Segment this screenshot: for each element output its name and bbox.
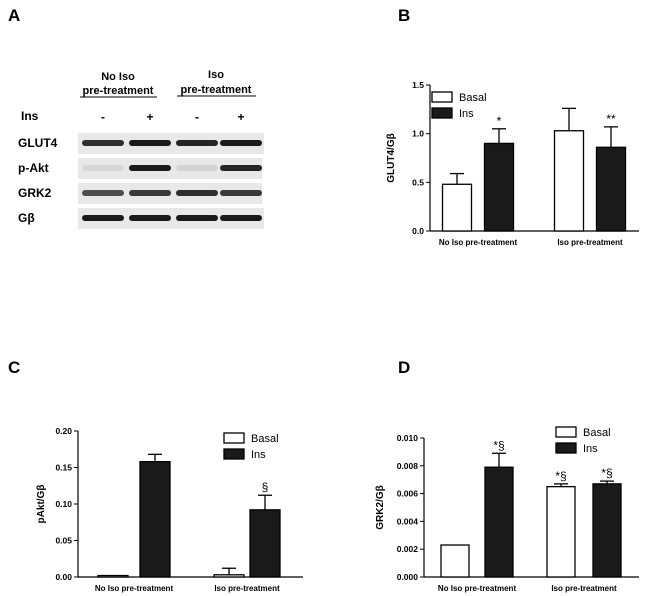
blot-membrane-strip [78,208,264,229]
y-tick-label: 1.0 [412,129,424,139]
bar-ins [484,466,514,578]
x-category-label: Iso pre-treatment [557,238,623,247]
y-tick-label: 0.010 [397,433,419,443]
blot-band [176,165,218,171]
y-axis-label: GLUT4/Gβ [386,133,397,182]
blot-lane-sign: - [195,110,199,124]
blot-band [129,140,171,146]
blot-band [129,190,171,196]
blot-band [220,190,262,196]
blot-band [220,140,262,146]
blot-lane-sign: - [101,110,105,124]
bar-basal [546,486,576,578]
x-category-label: No Iso pre-treatment [95,584,174,593]
bar-ins [139,461,171,578]
blot-group-right-line1: Iso [208,69,224,81]
significance-annotation: *§ [555,469,566,483]
y-tick-label: 0.15 [55,463,72,473]
y-tick-label: 0.002 [397,544,419,554]
legend-swatch-ins [431,107,453,119]
y-tick-label: 0.5 [412,177,424,187]
blot-treatment-label: Ins [21,109,39,123]
x-category-label: No Iso pre-treatment [438,584,517,593]
blot-band [82,190,124,196]
legend-swatch-basal [555,426,577,438]
bar-ins [592,483,622,578]
blot-band [176,140,218,146]
blot-band [82,140,124,146]
x-category-label: Iso pre-treatment [551,584,617,593]
bar-basal [97,574,129,578]
y-tick-label: 1.5 [412,80,424,90]
bar-ins [483,142,515,232]
pakt-bar-chart: 0.00 0.05 0.10 0.15 0.20 pAkt/Gβ No Iso pre-tr… [36,426,303,593]
blot-band [82,165,124,171]
significance-annotation: * [497,114,502,128]
y-tick-label: 0.000 [397,572,419,582]
y-axis-label: GRK2/Gβ [375,485,386,529]
panel-letter-d: D [398,358,411,377]
blot-group-right-line2: pre-treatment [181,84,252,96]
blot-row-label: p-Akt [18,161,49,175]
legend-label-basal: Basal [583,427,611,439]
blot-band [220,165,262,171]
y-tick-label: 0.0 [412,226,424,236]
significance-annotation: *§ [601,466,612,480]
legend-label-ins: Ins [583,443,598,455]
x-category-label: No Iso pre-treatment [439,238,518,247]
western-blot-figure: No Iso pre-treatment Iso pre-treatment Ins - +… [18,69,264,229]
glut4-bar-chart: 0.0 0.5 1.0 1.5 GLUT4/Gβ No Iso pre-treatment… [386,80,639,247]
blot-membrane-strip [78,133,264,154]
legend-swatch-basal [223,432,245,444]
bar-basal [440,544,470,578]
significance-annotation: ** [606,112,616,126]
blot-lane-sign: + [237,110,244,124]
blot-band [220,215,262,221]
legend-swatch-ins [223,448,245,460]
significance-annotation: § [262,480,269,494]
blot-band [129,215,171,221]
blot-group-left-line2: pre-treatment [83,85,154,97]
grk2-bar-chart: 0.000 0.002 0.004 0.006 0.008 0.010 GRK2/Gβ No … [375,426,639,593]
legend-label-ins: Ins [251,449,266,461]
bar-ins [249,509,281,578]
blot-band [82,215,124,221]
y-tick-label: 0.00 [55,572,72,582]
y-tick-label: 0.05 [55,536,72,546]
panel-letter-b: B [398,6,411,25]
blot-band [176,215,218,221]
x-category-label: Iso pre-treatment [214,584,280,593]
bar-basal [213,574,245,578]
blot-row-label: Gβ [18,211,35,225]
y-tick-label: 0.20 [55,426,72,436]
legend-swatch-basal [431,91,453,103]
legend-label-basal: Basal [251,433,279,445]
y-tick-label: 0.004 [397,516,419,526]
bar-ins [595,146,627,232]
blot-row-label: GRK2 [18,186,52,200]
blot-row-label: GLUT4 [18,136,58,150]
bar-basal [553,130,585,232]
panel-letter-c: C [8,358,21,377]
blot-group-left-line1: No Iso [101,71,135,83]
bar-basal [441,183,473,232]
significance-annotation: *§ [493,438,504,452]
y-tick-label: 0.006 [397,489,419,499]
y-tick-label: 0.008 [397,461,419,471]
y-tick-label: 0.10 [55,499,72,509]
legend-label-ins: Ins [459,108,474,120]
legend-label-basal: Basal [459,92,487,104]
legend-swatch-ins [555,442,577,454]
y-axis-label: pAkt/Gβ [36,485,47,524]
panel-letter-a: A [8,6,21,25]
blot-band [129,165,171,171]
blot-band [176,190,218,196]
blot-lane-sign: + [146,110,153,124]
